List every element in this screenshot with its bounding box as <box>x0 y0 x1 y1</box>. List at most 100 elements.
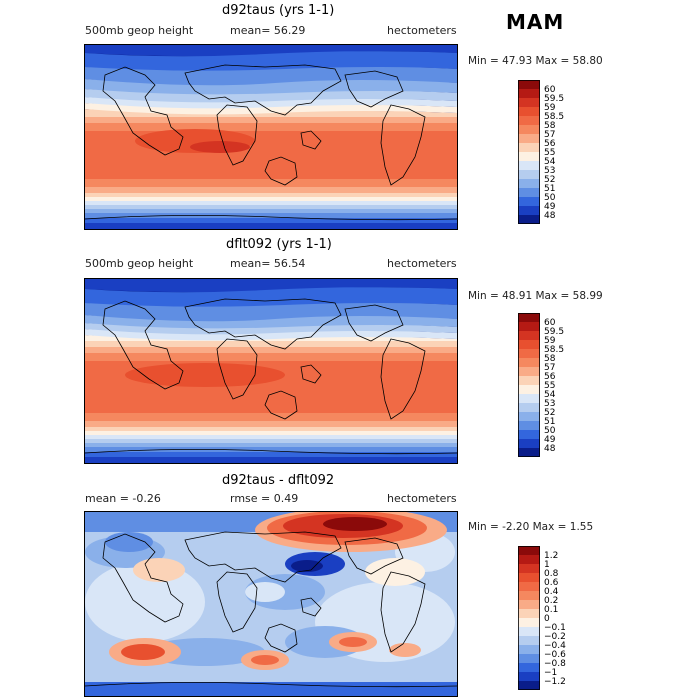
colorbar-tick-label: −0.4 <box>544 641 566 651</box>
colorbar-segment <box>518 546 540 556</box>
panel-3-minmax: Min = -2.20 Max = 1.55 <box>468 521 594 533</box>
colorbar-segment <box>518 573 540 583</box>
colorbar-segment <box>518 403 540 413</box>
colorbar-tick-label: 48 <box>544 211 556 221</box>
colorbar-segment <box>518 430 540 440</box>
colorbar-segment <box>518 89 540 99</box>
colorbar-tick-label: 51 <box>544 417 555 427</box>
colorbar-segment <box>518 80 540 90</box>
colorbar-tick-label: 59 <box>544 336 556 346</box>
colorbar-tick-label: −1 <box>544 668 557 678</box>
colorbar-tick-label: 58.5 <box>544 112 564 122</box>
colorbar-segment <box>518 591 540 601</box>
colorbar-tick-label: 59 <box>544 103 556 113</box>
panel-1-units-label: hectometers <box>387 24 457 37</box>
colorbar-segment <box>518 179 540 189</box>
colorbar-segment <box>518 170 540 180</box>
colorbar-segment <box>518 421 540 431</box>
panel-2-units-label: hectometers <box>387 257 457 270</box>
colorbar-tick-label: 49 <box>544 202 556 212</box>
colorbar-tick-label: −0.8 <box>544 659 566 669</box>
colorbar-segment <box>518 125 540 135</box>
panel-1-minmax: Min = 47.93 Max = 58.80 <box>468 55 603 67</box>
colorbar-tick-label: 53 <box>544 166 555 176</box>
panel-2-colorbar: 60 59.5 59 58.5 58 57 56 55 54 53 52 51 50 49 48 <box>518 313 578 461</box>
colorbar-tick-label: −0.6 <box>544 650 566 660</box>
panel-1-field-label: 500mb geop height <box>85 24 194 37</box>
colorbar-tick-label: 0.8 <box>544 569 559 579</box>
colorbar-segment <box>518 439 540 449</box>
colorbar-segment <box>518 349 540 359</box>
colorbar-segment <box>518 448 540 458</box>
colorbar-segment <box>518 672 540 682</box>
colorbar-tick-label: 55 <box>544 148 555 158</box>
colorbar-segment <box>518 134 540 144</box>
colorbar-segment <box>518 98 540 108</box>
colorbar-tick-label: 48 <box>544 444 556 454</box>
colorbar-segment <box>518 143 540 153</box>
colorbar-tick-label: 0.2 <box>544 596 558 606</box>
colorbar-tick-label: 58 <box>544 354 556 364</box>
colorbar-tick-label: 56 <box>544 139 556 149</box>
colorbar-segment <box>518 681 540 691</box>
colorbar-segment <box>518 116 540 126</box>
colorbar-segment <box>518 627 540 637</box>
colorbar-segment <box>518 188 540 198</box>
colorbar-segment <box>518 412 540 422</box>
colorbar-tick-label: 59.5 <box>544 327 564 337</box>
colorbar-tick-label: −0.2 <box>544 632 566 642</box>
colorbar-segment <box>518 313 540 323</box>
colorbar-tick-label: 51 <box>544 184 555 194</box>
colorbar-tick-label: 57 <box>544 363 555 373</box>
colorbar-segment <box>518 645 540 655</box>
colorbar-tick-label: 54 <box>544 390 556 400</box>
panel-2-mean-label: mean= 56.54 <box>230 257 306 270</box>
colorbar-tick-label: 58.5 <box>544 345 564 355</box>
colorbar-outline <box>518 313 540 457</box>
colorbar-tick-label: 59.5 <box>544 94 564 104</box>
panel-3-field-plot <box>85 512 457 696</box>
colorbar-tick-label: 54 <box>544 157 556 167</box>
colorbar-segment <box>518 600 540 610</box>
panel-3-title: d92taus - dflt092 <box>222 473 335 488</box>
panel-3-mean-label: mean = -0.26 <box>85 492 161 505</box>
colorbar-segment <box>518 618 540 628</box>
colorbar-tick-label: 56 <box>544 372 556 382</box>
panel-1-title: d92taus (yrs 1-1) <box>222 3 335 18</box>
panel-2-field-label: 500mb geop height <box>85 257 194 270</box>
colorbar-tick-label: 49 <box>544 435 556 445</box>
colorbar-tick-label: 0.1 <box>544 605 558 615</box>
panel-2-title: dflt092 (yrs 1-1) <box>226 237 332 252</box>
panel-1-mean-label: mean= 56.29 <box>230 24 306 37</box>
colorbar-segment <box>518 161 540 171</box>
panel-1-field-plot <box>85 45 457 229</box>
colorbar-segment <box>518 107 540 117</box>
colorbar-tick-label: −1.2 <box>544 677 566 687</box>
colorbar-tick-label: 60 <box>544 318 556 328</box>
colorbar-tick-label: 57 <box>544 130 555 140</box>
colorbar-tick-label: 60 <box>544 85 556 95</box>
colorbar-segment <box>518 215 540 225</box>
panel-3-units-label: hectometers <box>387 492 457 505</box>
colorbar-segment <box>518 340 540 350</box>
panel-2-map <box>84 278 458 464</box>
colorbar-segment <box>518 636 540 646</box>
colorbar-tick-label: 0.6 <box>544 578 559 588</box>
colorbar-segment <box>518 394 540 404</box>
colorbar-outline <box>518 80 540 224</box>
season-label: MAM <box>506 10 565 34</box>
colorbar-segment <box>518 663 540 673</box>
colorbar-segment <box>518 376 540 386</box>
panel-3-rmse-label: rmse = 0.49 <box>230 492 299 505</box>
colorbar-segment <box>518 564 540 574</box>
colorbar-tick-label: 52 <box>544 175 555 185</box>
colorbar-tick-label: 0 <box>544 614 550 624</box>
colorbar-segment <box>518 582 540 592</box>
colorbar-tick-label: 58 <box>544 121 556 131</box>
colorbar-tick-label: 1 <box>544 560 550 570</box>
colorbar-tick-label: −0.1 <box>544 623 566 633</box>
colorbar-tick-label: 1.2 <box>544 551 558 561</box>
panel-3-colorbar: 1.2 1 0.8 0.6 0.4 0.2 0.1 0 −0.1 −0.2 −0.4 −0.6 −0.8… <box>518 546 578 694</box>
colorbar-segment <box>518 197 540 207</box>
panel-2-minmax: Min = 48.91 Max = 58.99 <box>468 290 603 302</box>
